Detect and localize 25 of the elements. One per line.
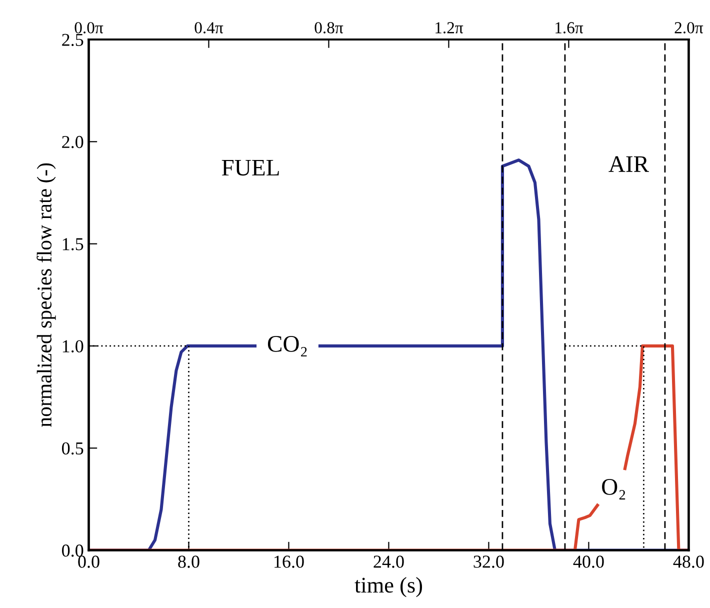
x-tick-label: 0.0 bbox=[78, 556, 100, 568]
y-tick-label: 0.0 bbox=[62, 544, 84, 557]
x2-tick-label: 0.4π bbox=[194, 22, 224, 34]
annotation: O₂ bbox=[602, 478, 626, 500]
annotation: CO₂ bbox=[268, 336, 307, 356]
y-tick-label: 2.0 bbox=[62, 136, 84, 148]
annotation: AIR bbox=[608, 156, 649, 172]
y-tick-label: 2.5 bbox=[62, 34, 84, 46]
x-tick-label: 40.0 bbox=[573, 556, 604, 568]
x2-tick-label: 1.2π bbox=[436, 22, 464, 34]
x2-tick-label: 0.0π bbox=[74, 22, 104, 34]
annotation: FUEL bbox=[222, 160, 279, 176]
x2-tick-label: 2.0π bbox=[674, 22, 704, 34]
y-tick-label: 0.5 bbox=[62, 442, 84, 455]
x-tick-label: 8.0 bbox=[178, 556, 200, 568]
x2-tick-label: 1.6π bbox=[556, 22, 584, 34]
x2-tick-label: 0.8π bbox=[314, 22, 344, 34]
x-tick-label: 32.0 bbox=[474, 556, 504, 568]
y-tick-label: 1.5 bbox=[62, 238, 84, 250]
y-tick-label: 1.0 bbox=[62, 340, 84, 352]
x-tick-label: 48.0 bbox=[673, 556, 704, 568]
x-tick-label: 16.0 bbox=[274, 556, 304, 568]
y-axis-title: normalized species flow rate (-) bbox=[36, 163, 56, 427]
x-axis-title: time (s) bbox=[354, 577, 422, 598]
x-tick-label: 24.0 bbox=[374, 556, 404, 568]
